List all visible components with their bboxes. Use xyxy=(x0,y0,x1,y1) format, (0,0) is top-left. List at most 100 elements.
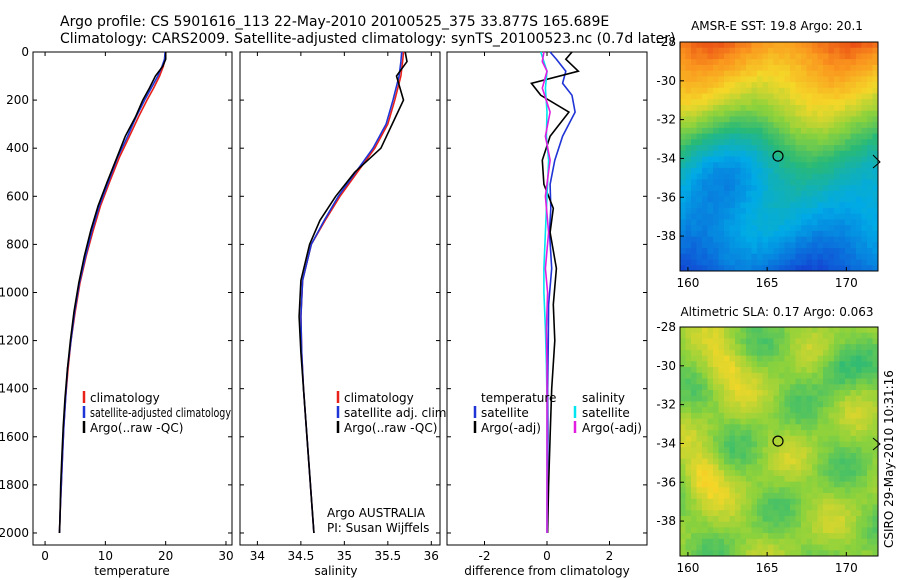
heatmap-cell xyxy=(707,344,714,351)
heatmap-cell xyxy=(823,430,829,437)
heatmap-cell xyxy=(806,179,813,186)
heatmap-cell xyxy=(801,424,807,431)
heatmap-cell xyxy=(773,527,780,534)
heatmap-cell xyxy=(680,384,686,391)
heatmap-cell xyxy=(685,487,692,494)
heatmap-cell xyxy=(718,47,725,54)
heatmap-cell xyxy=(729,190,736,197)
heatmap-cell xyxy=(872,53,879,60)
heatmap-cell xyxy=(806,412,813,420)
heatmap-cell xyxy=(702,150,708,157)
heatmap-cell xyxy=(856,167,862,175)
heatmap-cell xyxy=(724,150,730,157)
heatmap-cell xyxy=(751,145,758,152)
heatmap-cell xyxy=(702,475,708,482)
heatmap-cell xyxy=(713,185,719,192)
heatmap-cell xyxy=(839,42,846,49)
heatmap-cell xyxy=(702,407,708,414)
heatmap-cell xyxy=(707,544,714,551)
heatmap-cell xyxy=(773,122,780,129)
heatmap-cell xyxy=(724,544,730,551)
heatmap-cell xyxy=(861,59,868,66)
heatmap-cell xyxy=(691,104,697,112)
heatmap-cell xyxy=(768,253,774,260)
heatmap-cell xyxy=(685,521,692,528)
heatmap-cell xyxy=(861,361,868,368)
heatmap-cell xyxy=(751,173,758,180)
heatmap-cell xyxy=(872,219,879,226)
heatmap-cell xyxy=(696,452,703,460)
heatmap-cell xyxy=(762,190,769,197)
heatmap-cell xyxy=(784,538,791,545)
heatmap-cell xyxy=(762,64,769,72)
heatmap-cell xyxy=(795,202,802,209)
heatmap-cell xyxy=(691,504,697,511)
heatmap-cell xyxy=(768,53,774,60)
heatmap-cell xyxy=(845,185,851,192)
heatmap-cell xyxy=(823,395,829,402)
heatmap-cell xyxy=(839,452,846,460)
heatmap-cell xyxy=(861,367,868,374)
heatmap-cell xyxy=(779,116,785,123)
heatmap-cell xyxy=(779,510,785,517)
heatmap-cell xyxy=(762,515,769,523)
heatmap-cell xyxy=(735,87,741,94)
heatmap-cell xyxy=(735,487,741,494)
heatmap-cell xyxy=(735,265,741,272)
heatmap-cell xyxy=(812,122,818,129)
heatmap-cell xyxy=(795,452,802,460)
heatmap-cell xyxy=(806,139,813,146)
heatmap-cell xyxy=(762,372,769,379)
heatmap-cell xyxy=(795,230,802,238)
heatmap-cell xyxy=(779,173,785,180)
heatmap-cell xyxy=(801,344,807,351)
heatmap-cell xyxy=(707,156,714,163)
heatmap-cell xyxy=(702,372,708,379)
heatmap-cell xyxy=(773,475,780,482)
heatmap-cell xyxy=(746,527,752,534)
heatmap-cell xyxy=(740,116,747,123)
heatmap-cell xyxy=(696,412,703,420)
heatmap-cell xyxy=(806,361,813,368)
heatmap-cell xyxy=(795,378,802,385)
heatmap-cell xyxy=(702,458,708,465)
heatmap-cell xyxy=(696,430,703,437)
heatmap-cell xyxy=(724,378,730,385)
y-tick-label: -36 xyxy=(656,475,676,489)
heatmap-cell xyxy=(680,242,686,249)
heatmap-cell xyxy=(779,447,785,454)
heatmap-cell xyxy=(768,389,774,397)
heatmap-cell xyxy=(856,378,862,385)
heatmap-cell xyxy=(828,481,835,488)
heatmap-cell xyxy=(729,327,736,334)
heatmap-cell xyxy=(801,127,807,135)
heatmap-cell xyxy=(718,533,725,540)
heatmap-cell xyxy=(872,487,879,494)
heatmap-cell xyxy=(751,82,758,89)
heatmap-cell xyxy=(850,213,857,220)
heatmap-cell xyxy=(746,372,752,379)
heatmap-cell xyxy=(806,538,813,545)
heatmap-cell xyxy=(823,372,829,379)
heatmap-cell xyxy=(702,424,708,431)
heatmap-cell xyxy=(768,242,774,249)
heatmap-cell xyxy=(790,225,796,232)
heatmap-cell xyxy=(839,219,846,226)
heatmap-cell xyxy=(757,344,763,351)
heatmap-cell xyxy=(685,259,692,266)
heatmap-cell xyxy=(806,242,813,249)
heatmap-cell xyxy=(795,122,802,129)
heatmap-cell xyxy=(757,441,763,448)
heatmap-cell xyxy=(680,504,686,511)
heatmap-cell xyxy=(691,242,697,249)
heatmap-cell xyxy=(867,544,873,551)
heatmap-cell xyxy=(762,527,769,534)
heatmap-cell xyxy=(746,344,752,351)
heatmap-cell xyxy=(795,167,802,175)
heatmap-cell xyxy=(850,458,857,465)
heatmap-cell xyxy=(680,389,686,397)
heatmap-cell xyxy=(702,99,708,106)
heatmap-cell xyxy=(812,167,818,175)
heatmap-cell xyxy=(718,487,725,494)
heatmap-cell xyxy=(702,145,708,152)
